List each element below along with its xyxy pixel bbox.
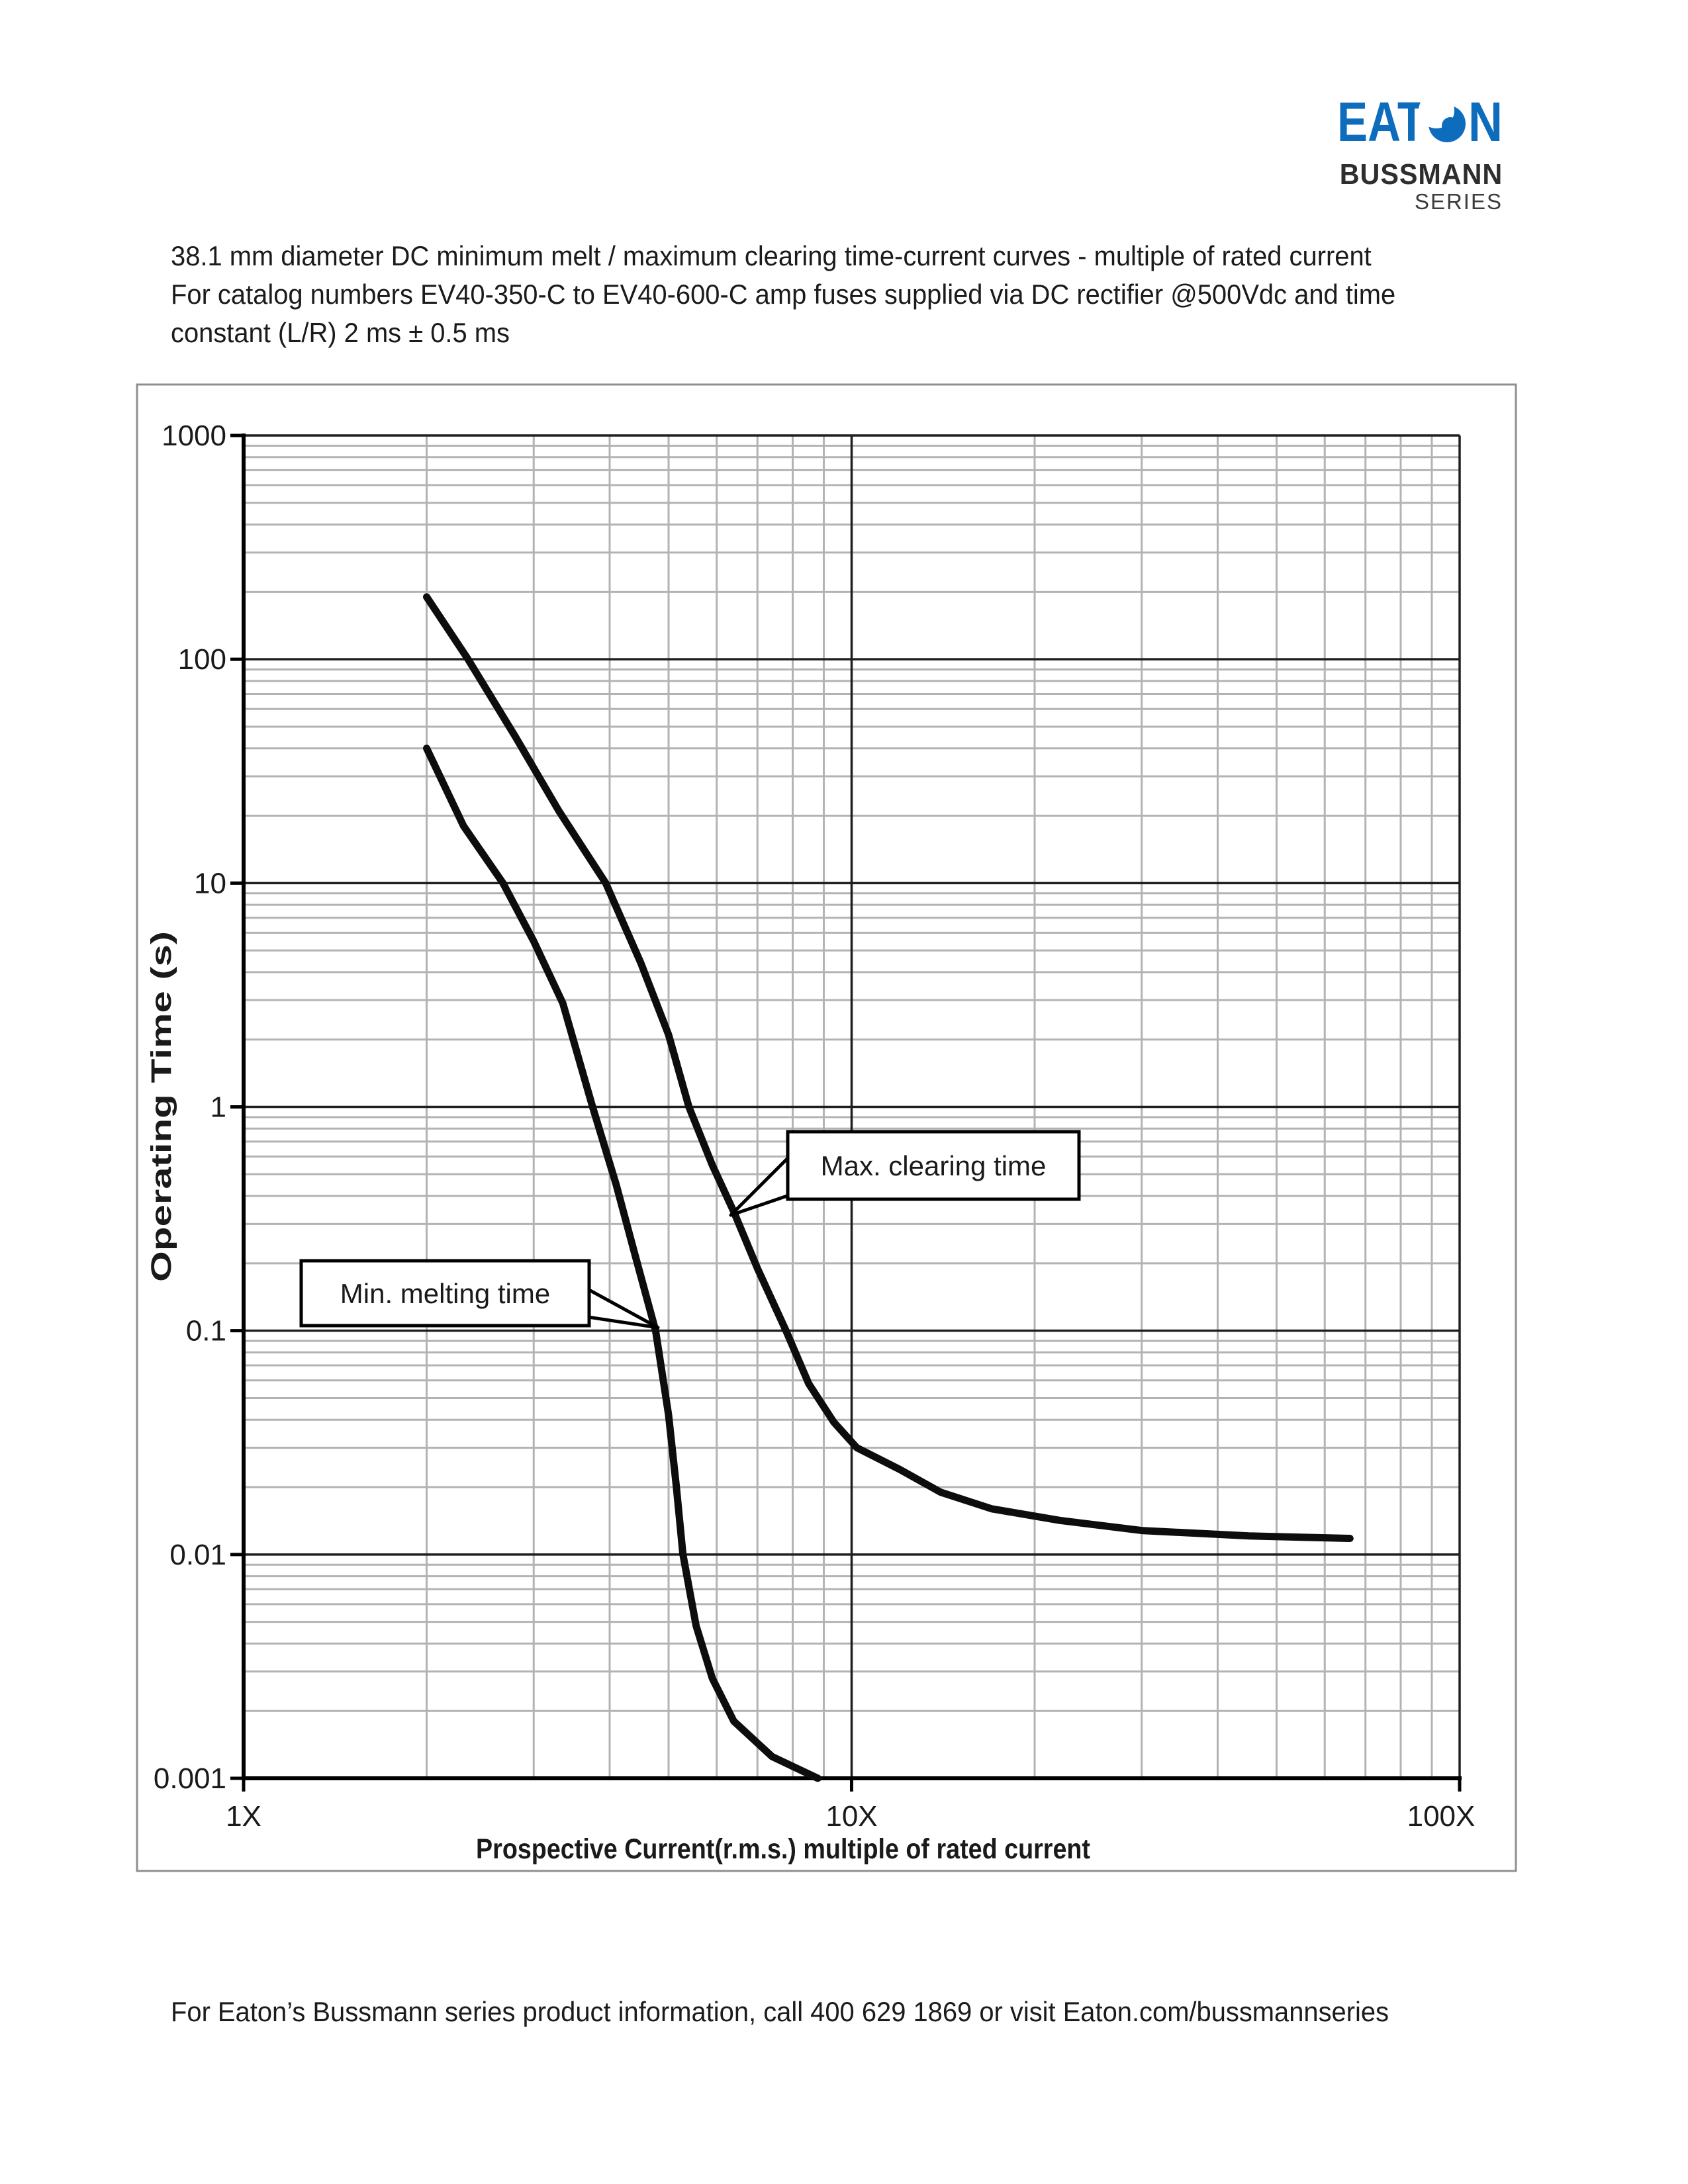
eaton-logo-text-eat: EAT (1337, 99, 1425, 146)
chart-title: 38.1 mm diameter DC minimum melt / maxim… (171, 237, 1554, 352)
y-tick-label: 100 (178, 643, 226, 676)
chart-title-line-1: 38.1 mm diameter DC minimum melt / maxim… (171, 240, 1372, 271)
y-tick-label: 1000 (162, 420, 226, 452)
min-melting-curve (423, 745, 821, 1782)
eaton-logo: EAT N BUSSMANN SERIES (1329, 99, 1503, 212)
y-tick-label: 1 (211, 1091, 226, 1124)
chart-title-line-2: For catalog numbers EV40-350-C to EV40-6… (171, 279, 1396, 310)
y-tick-label: 0.1 (186, 1315, 226, 1347)
callout-min-melting-box (299, 1259, 591, 1328)
footer-text: For Eaton’s Bussmann series product info… (171, 1996, 1389, 2027)
eaton-logo-text-n: N (1468, 99, 1503, 146)
chart-title-line-3: constant (L/R) 2 ms ± 0.5 ms (171, 317, 510, 348)
y-axis-title: Operating Time (s) (146, 931, 177, 1282)
logo-bussmann-text: BUSSMANN (1339, 158, 1503, 191)
y-tick-label: 0.01 (169, 1539, 226, 1571)
x-tick-label: 1X (226, 1800, 261, 1833)
callout-min-melting-label: Min. melting time (340, 1278, 550, 1309)
x-axis-title: Prospective Current(r.m.s.) multiple of … (476, 1833, 1090, 1865)
y-tick-label: 0.001 (154, 1762, 226, 1795)
callout-max-clearing-label: Max. clearing time (821, 1150, 1047, 1181)
eaton-logo-icon: EAT N (1337, 99, 1503, 146)
x-tick-label: 100X (1407, 1800, 1476, 1833)
logo-series-text: SERIES (1414, 189, 1503, 214)
max-clearing-curve (423, 593, 1354, 1542)
x-tick-label: 10X (825, 1800, 877, 1833)
eaton-logo-o-dot (1442, 117, 1459, 134)
callout-max-clearing-box (786, 1130, 1081, 1201)
y-tick-label: 10 (194, 867, 226, 899)
